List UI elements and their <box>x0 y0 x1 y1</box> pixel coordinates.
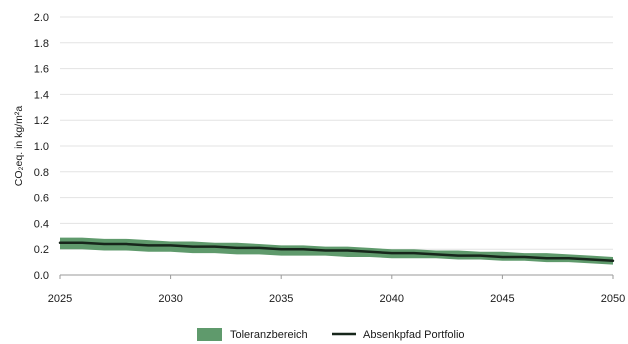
y-tick-label: 0.8 <box>34 167 49 179</box>
y-tick-labels: 0.0 0.2 0.4 0.6 0.8 1.0 1.2 1.4 1.6 1.8 2.0 <box>34 12 49 282</box>
y-tick-label: 1.6 <box>34 64 49 76</box>
x-tick-labels: 2025 2030 2035 2040 2045 2050 <box>48 293 625 305</box>
x-tick-label: 2035 <box>269 293 293 305</box>
x-tick-label: 2045 <box>490 293 514 305</box>
y-tick-label: 2.0 <box>34 12 49 24</box>
y-axis-label: CO₂eq. in kg/m²a <box>13 106 25 187</box>
legend: Toleranzbereich Absenkpfad Portfolio <box>197 328 465 341</box>
x-tick-label: 2050 <box>601 293 625 305</box>
y-tick-label: 0.0 <box>34 270 49 282</box>
x-tick-label: 2040 <box>380 293 404 305</box>
y-tick-label: 1.4 <box>34 89 49 101</box>
y-tick-label: 1.0 <box>34 141 49 153</box>
portfolio-line-layer <box>58 241 615 263</box>
x-tick-label: 2025 <box>48 293 72 305</box>
y-tick-label: 0.4 <box>34 218 49 230</box>
y-tick-label: 0.2 <box>34 244 49 256</box>
x-tick-label: 2030 <box>158 293 182 305</box>
legend-label-toleranzbereich: Toleranzbereich <box>230 329 308 341</box>
axes <box>59 274 614 279</box>
legend-label-absenkpfad: Absenkpfad Portfolio <box>363 329 465 341</box>
legend-swatch-toleranzbereich <box>197 328 222 341</box>
y-tick-label: 1.2 <box>34 115 49 127</box>
y-tick-label: 0.6 <box>34 193 49 205</box>
portfolio-line <box>58 241 615 263</box>
grid-lines <box>60 16 613 250</box>
y-tick-label: 1.8 <box>34 38 49 50</box>
